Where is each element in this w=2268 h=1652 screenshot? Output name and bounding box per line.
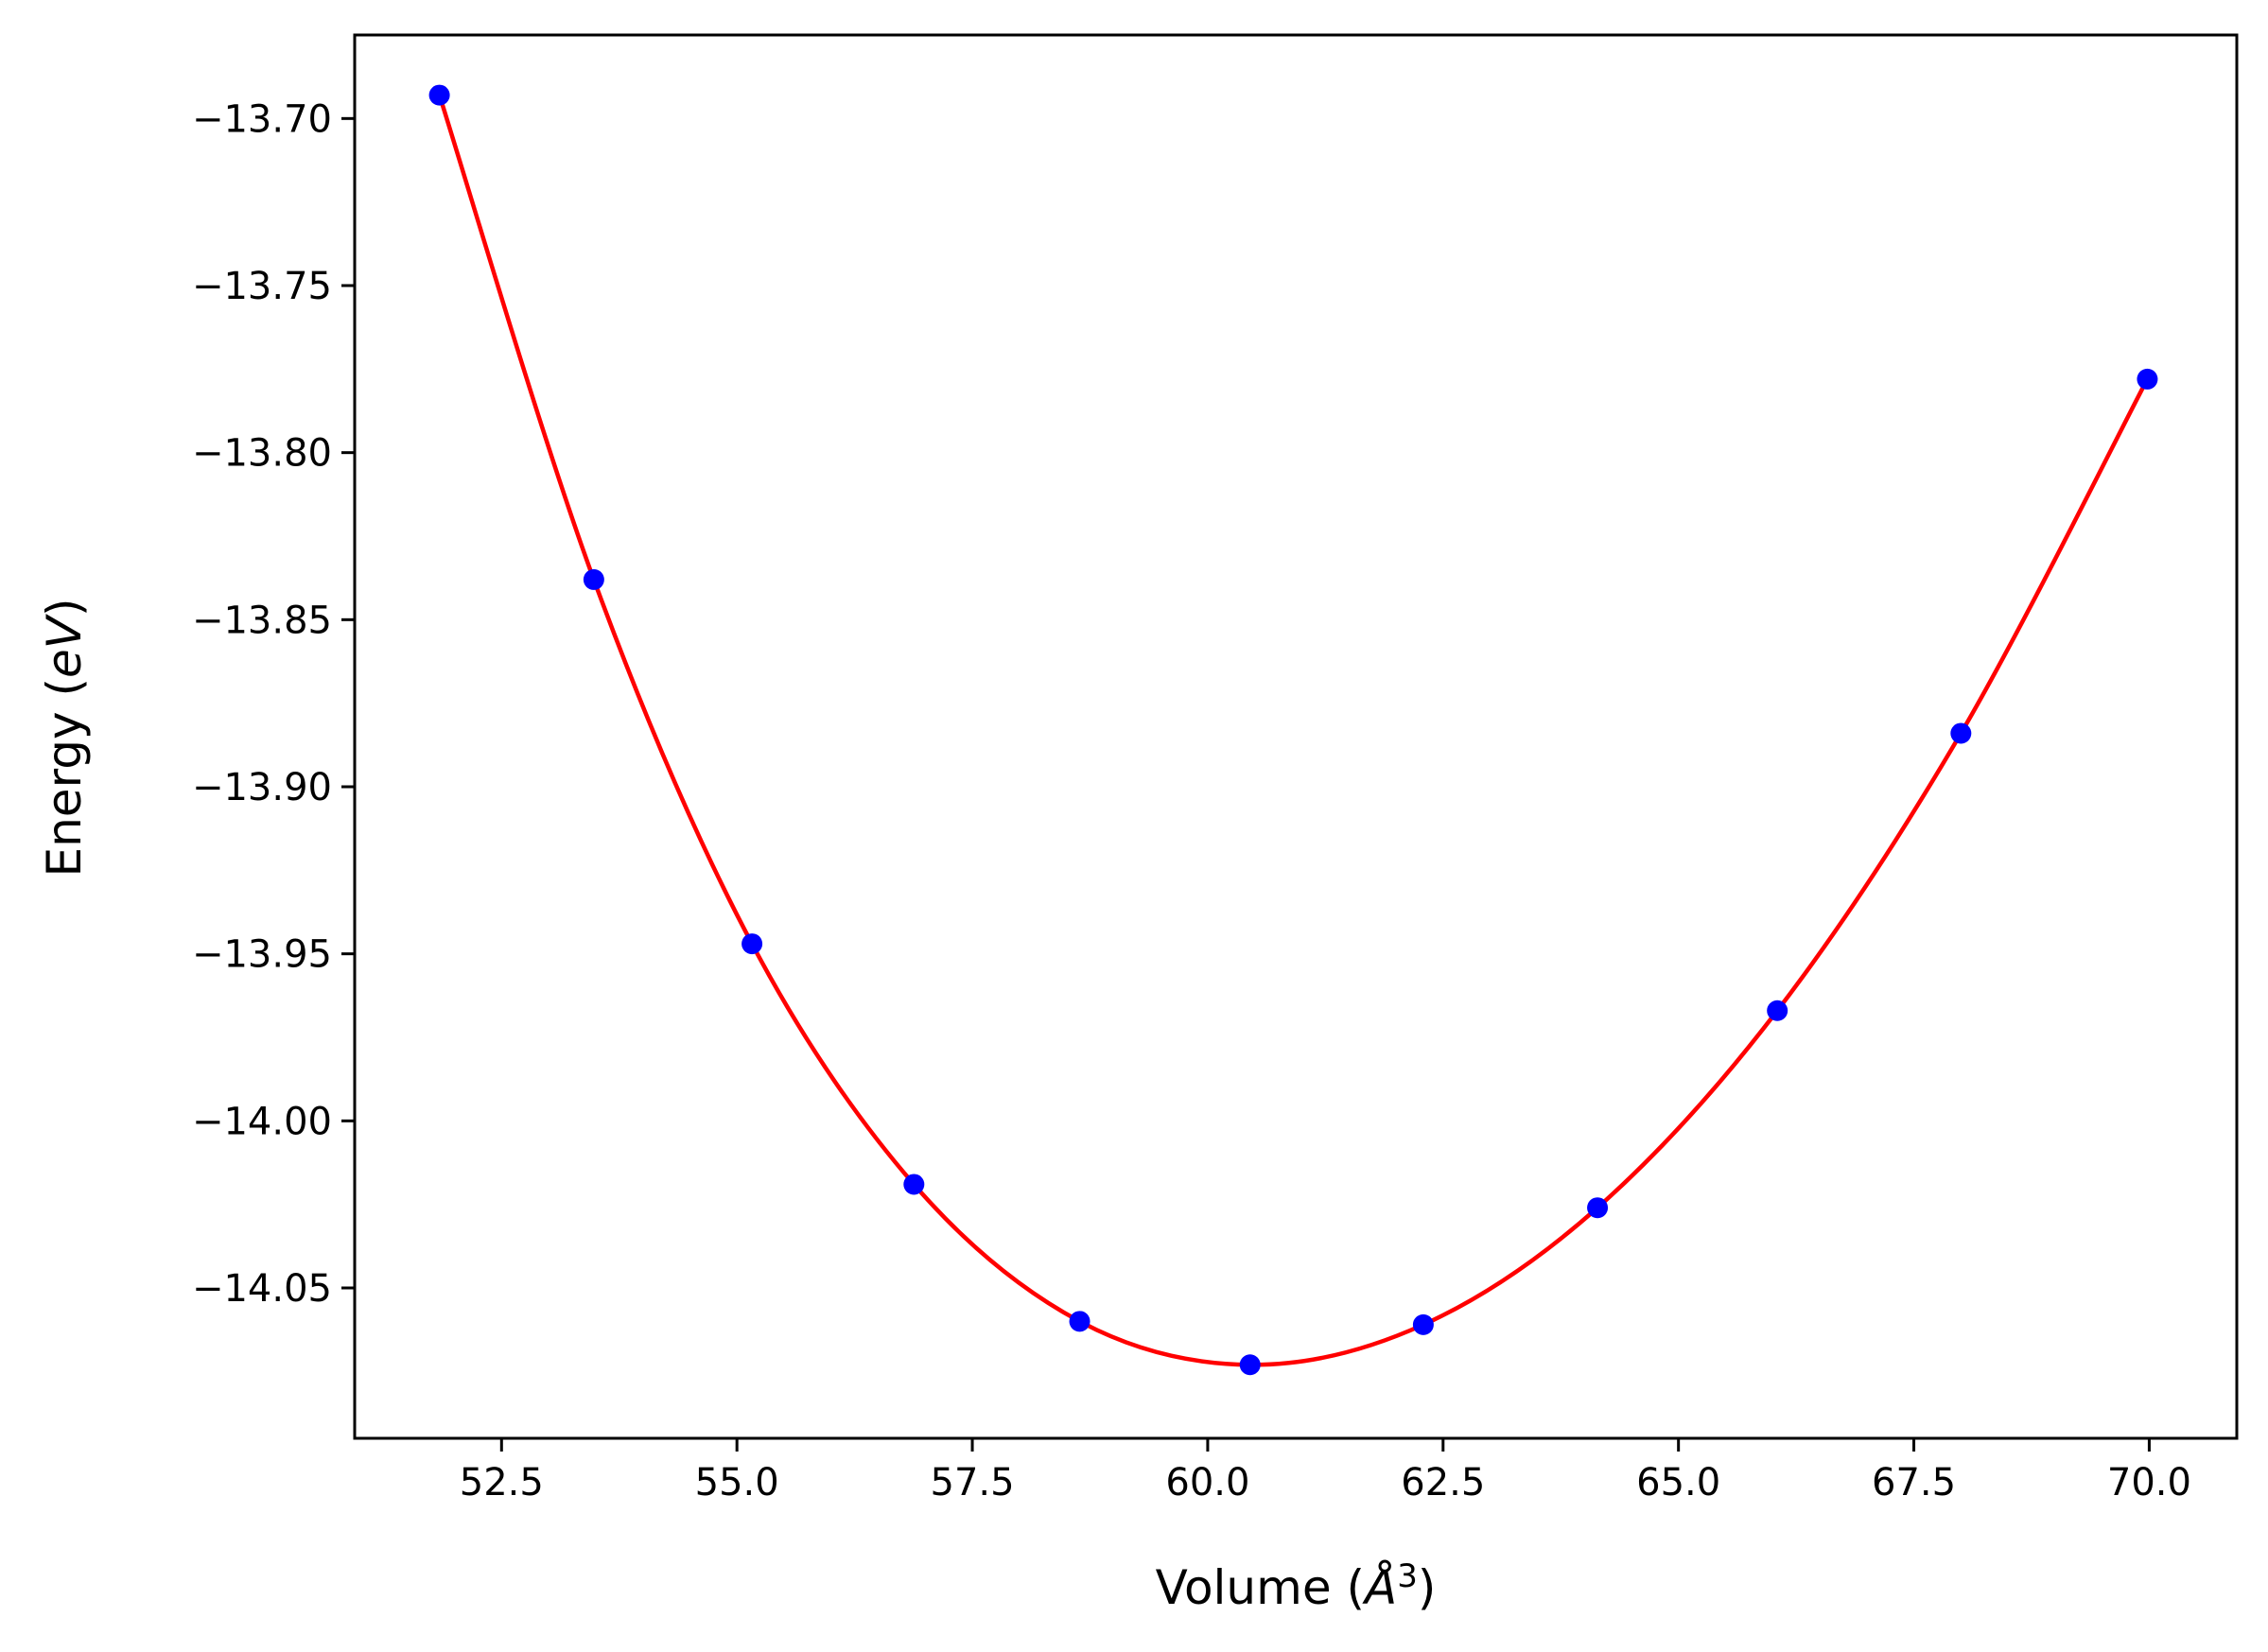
x-axis-label-close: ) bbox=[1418, 1560, 1437, 1615]
plot-area bbox=[428, 84, 2158, 1376]
y-tick-label: −13.80 bbox=[192, 432, 332, 476]
y-tick-label: −13.75 bbox=[192, 265, 332, 308]
data-point bbox=[583, 568, 604, 590]
y-axis-label-main: Energy ( bbox=[37, 678, 92, 877]
y-tick-label: −14.00 bbox=[192, 1100, 332, 1143]
x-tick-label: 52.5 bbox=[460, 1461, 544, 1504]
x-tick-label: 65.0 bbox=[1636, 1461, 1720, 1504]
data-point bbox=[1069, 1311, 1090, 1332]
data-point bbox=[1767, 1000, 1788, 1021]
y-axis-label-italic: eV bbox=[37, 613, 92, 678]
x-axis-label-superscript: 3 bbox=[1397, 1557, 1418, 1595]
y-tick-label: −14.05 bbox=[192, 1267, 332, 1311]
y-tick-label: −13.70 bbox=[192, 97, 332, 141]
data-point bbox=[1587, 1197, 1609, 1219]
data-point bbox=[1412, 1313, 1434, 1335]
x-tick-label: 55.0 bbox=[695, 1461, 779, 1504]
x-tick-label: 57.5 bbox=[931, 1461, 1015, 1504]
y-axis-label: Energy (eV) bbox=[37, 599, 92, 878]
x-tick-label: 62.5 bbox=[1401, 1461, 1485, 1504]
x-axis-ticks: 52.5 55.0 57.5 60.0 62.5 65.0 67.5 70.0 bbox=[460, 1438, 2191, 1504]
axes-frame bbox=[353, 33, 2239, 1440]
x-tick-label: 70.0 bbox=[2107, 1461, 2191, 1504]
y-axis-ticks: −13.70 −13.75 −13.80 −13.85 −13.90 −13.95 −14.… bbox=[192, 97, 355, 1311]
x-tick-label: 67.5 bbox=[1872, 1461, 1956, 1504]
data-point bbox=[2137, 368, 2158, 390]
x-axis-label: Volume (Å3) bbox=[1156, 1557, 1437, 1615]
y-axis-label-close: ) bbox=[37, 599, 92, 617]
data-point bbox=[428, 84, 450, 106]
data-point bbox=[1239, 1354, 1261, 1376]
data-point bbox=[1950, 722, 1972, 744]
data-point bbox=[903, 1174, 925, 1195]
data-point bbox=[741, 933, 763, 955]
x-axis-label-symbol: Å bbox=[1362, 1560, 1397, 1615]
y-tick-label: −13.95 bbox=[192, 933, 332, 977]
y-tick-label: −13.90 bbox=[192, 766, 332, 809]
x-axis-label-main: Volume ( bbox=[1156, 1560, 1365, 1615]
x-tick-label: 60.0 bbox=[1165, 1461, 1249, 1504]
fit-curve-line bbox=[437, 94, 2150, 1367]
y-tick-label: −13.85 bbox=[192, 599, 332, 642]
